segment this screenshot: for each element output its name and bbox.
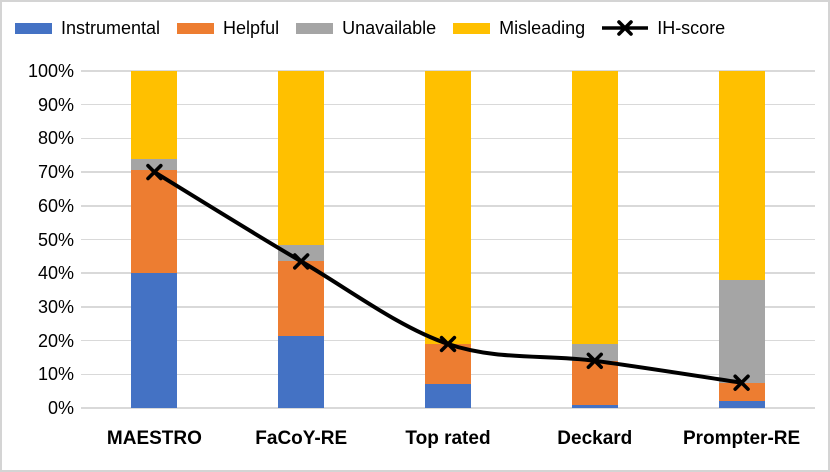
y-tick-label: 40% <box>37 263 74 284</box>
y-tick-label: 70% <box>37 162 74 183</box>
legend-label: IH-score <box>657 17 726 38</box>
x-marker-icon <box>293 253 310 270</box>
legend-label: Helpful <box>223 17 280 38</box>
bar-segment-instrumental <box>425 384 471 408</box>
ih-score-line <box>152 170 744 385</box>
bars-layer <box>81 71 815 408</box>
bar-segment-misleading <box>571 71 618 344</box>
legend-item-instrumental: Instrumental <box>15 18 160 39</box>
y-tick-label: 90% <box>37 94 74 115</box>
legend-swatch-icon <box>296 22 334 34</box>
legend-label: Unavailable <box>342 17 437 38</box>
legend-swatch-icon <box>15 22 52 34</box>
y-tick-label: 0% <box>47 398 74 418</box>
legend-label: Instrumental <box>61 17 161 38</box>
legend-label: Misleading <box>499 17 586 38</box>
line-with-x-marker-icon <box>602 20 649 36</box>
ih-score-line-layer <box>146 163 750 391</box>
y-axis-tick-labels: 0% 10% 20% 30% 40% 50% 60% 70% 80% 90% 100% <box>2 2 74 470</box>
y-tick-label: 50% <box>37 229 74 250</box>
bar-segment-unavailable <box>571 343 618 361</box>
bar-segment-helpful <box>278 261 325 336</box>
x-marker-icon <box>733 374 750 391</box>
legend-swatch-icon <box>453 22 491 34</box>
bar-segment-unavailable <box>278 244 325 262</box>
y-tick-label: 80% <box>37 128 74 149</box>
x-axis-category-labels: MAESTRO FaCoY-RE Top rated Deckard Prompter-… <box>81 425 815 455</box>
legend-item-ih-score: IH-score <box>602 18 725 39</box>
x-category-label: FaCoY-RE <box>255 428 348 449</box>
plot-area <box>81 70 815 409</box>
bar-segment-misleading <box>278 71 325 245</box>
y-tick-label: 30% <box>37 296 74 317</box>
bar-segment-instrumental <box>278 335 325 408</box>
bar-segment-misleading <box>718 71 765 280</box>
bar-segment-helpful <box>718 382 765 402</box>
x-marker-icon <box>586 352 603 369</box>
y-tick-label: 60% <box>37 195 74 216</box>
bar-segment-instrumental <box>131 273 178 408</box>
chart-legend: Instrumental Helpful Unavailable Misleading… <box>15 14 824 42</box>
bar-segment-helpful <box>571 360 618 405</box>
legend-item-helpful: Helpful <box>177 18 279 39</box>
x-marker-icon <box>146 163 163 181</box>
x-category-label: Top rated <box>405 428 491 449</box>
bar-segment-unavailable <box>131 158 178 171</box>
legend-item-misleading: Misleading <box>453 18 585 39</box>
y-tick-label: 100% <box>27 61 74 81</box>
x-category-label: MAESTRO <box>106 428 202 449</box>
bar-segment-helpful <box>425 343 471 385</box>
bar-segment-helpful <box>131 170 178 274</box>
x-category-label: Prompter-RE <box>682 428 801 449</box>
bar-segment-misleading <box>425 71 471 344</box>
bar-segment-misleading <box>131 71 178 159</box>
bar-segment-unavailable <box>718 279 765 383</box>
bar-segment-instrumental <box>718 401 765 408</box>
y-tick-label: 10% <box>37 364 74 385</box>
legend-item-unavailable: Unavailable <box>296 18 436 39</box>
x-marker-icon <box>439 335 457 353</box>
legend-swatch-icon <box>177 22 215 34</box>
gridline <box>81 70 815 72</box>
y-tick-label: 20% <box>37 330 74 351</box>
gridline <box>81 407 815 409</box>
x-category-label: Deckard <box>557 428 633 449</box>
bar-segment-instrumental <box>571 404 618 408</box>
